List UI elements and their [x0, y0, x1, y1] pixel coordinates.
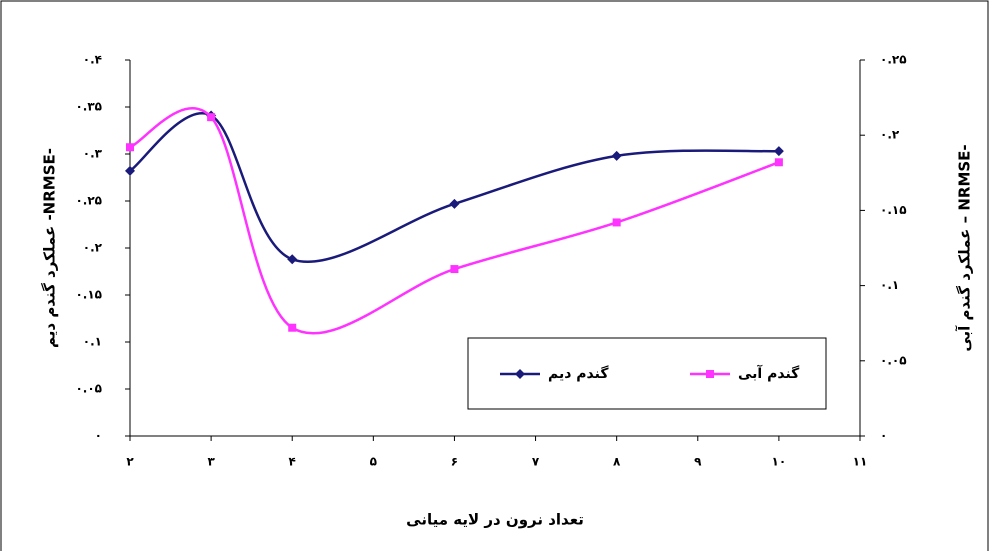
y-tick-label: ۰.۲: [83, 241, 103, 255]
y2-axis-title: عملکرد گندم آبی – NRMSE-: [956, 144, 974, 351]
y-tick-label: ۰.۱۵: [75, 288, 102, 302]
marker: [611, 150, 622, 161]
x-tick-label: ۴: [289, 455, 296, 469]
y2-tick-label: ۰.۱۵: [880, 203, 907, 217]
x-axis-title: تعداد نرون در لایه میانی: [406, 511, 584, 529]
y-tick-label: ۰.۳: [83, 147, 103, 161]
marker: [612, 218, 621, 227]
y2-tick-label: ۰.۰۵: [880, 353, 907, 367]
y-tick-label: ۰.۳۵: [75, 100, 102, 114]
marker: [125, 165, 135, 176]
y-tick-label: ۰.۲۵: [75, 194, 102, 208]
legend-label: گندم دیم: [548, 365, 609, 382]
y2-tick-label: ۰.۲۵: [880, 53, 907, 67]
y-tick-label: ۰.۰۵: [75, 382, 102, 396]
y2-tick-label: ۰.۱: [880, 278, 899, 292]
marker: [774, 158, 783, 167]
x-tick-label: ۳: [207, 455, 215, 469]
marker: [450, 265, 459, 274]
legend-label: گندم آبی: [738, 364, 800, 382]
series-line: [129, 111, 779, 263]
marker: [449, 198, 460, 209]
series-line: [129, 107, 780, 335]
x-tick-label: ۲: [126, 455, 134, 469]
y-tick-label: ۰: [95, 429, 102, 443]
marker: [287, 254, 298, 265]
x-tick-label: ۱۱: [853, 455, 868, 469]
x-tick-label: ۶: [451, 455, 458, 469]
marker: [126, 143, 134, 152]
marker: [706, 370, 714, 378]
x-tick-label: ۸: [613, 455, 621, 469]
x-tick-label: ۱۰: [772, 455, 787, 469]
x-tick-label: ۹: [694, 455, 702, 469]
y-axis-title: عملکرد گندم دیم -NRMSE-: [41, 148, 59, 348]
marker: [773, 146, 784, 157]
marker: [288, 323, 297, 332]
marker: [207, 113, 216, 122]
y-tick-label: ۰.۴: [83, 53, 102, 67]
y2-tick-label: ۰: [880, 429, 887, 443]
x-tick-label: ۷: [532, 455, 540, 469]
y2-tick-label: ۰.۲: [880, 128, 900, 142]
marker: [515, 369, 525, 379]
x-tick-label: ۵: [370, 455, 377, 469]
y-tick-label: ۰.۱: [83, 335, 102, 349]
